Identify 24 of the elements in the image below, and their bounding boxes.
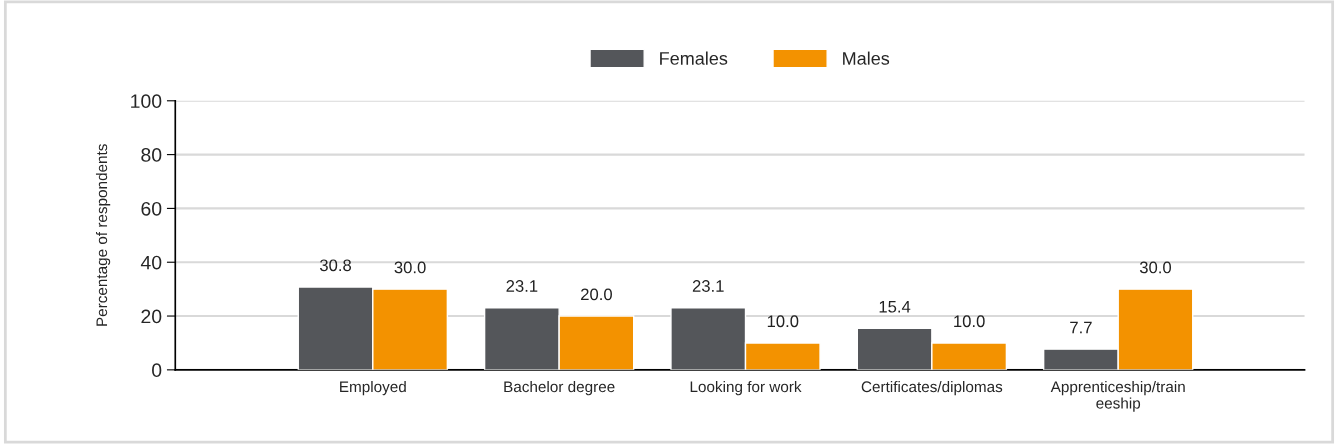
- data-label: 30.0: [1139, 261, 1172, 274]
- legend-label: Males: [843, 51, 890, 65]
- y-tick-label: 80: [141, 148, 162, 162]
- legend-label: Females: [660, 51, 728, 65]
- data-label: 10.0: [767, 315, 799, 328]
- x-tick-label: Bachelor degree: [504, 380, 615, 396]
- data-label: 30.8: [319, 259, 352, 272]
- x-tick-label: Certificates/diplomas: [861, 380, 1003, 396]
- y-axis-title: Percentage of respondents: [95, 144, 111, 326]
- y-tick-label: 60: [141, 201, 162, 216]
- x-tick-label: Looking for work: [690, 380, 802, 396]
- data-label: 10.0: [954, 315, 985, 328]
- data-label: 7.7: [1070, 321, 1092, 334]
- y-tick-label: 40: [140, 255, 162, 270]
- data-label: 23.1: [692, 280, 724, 292]
- data-label: 20.0: [581, 288, 612, 301]
- y-tick-label: 100: [131, 94, 162, 109]
- y-tick-label: 20: [141, 309, 162, 324]
- x-tick-label: Employed: [340, 380, 406, 396]
- data-label: 30.0: [394, 261, 426, 274]
- data-label: 15.4: [879, 300, 911, 313]
- y-tick-label: 0: [152, 363, 162, 378]
- data-label: 23.1: [506, 280, 538, 292]
- x-tick-label: Apprenticeship/train eeship: [1050, 380, 1185, 412]
